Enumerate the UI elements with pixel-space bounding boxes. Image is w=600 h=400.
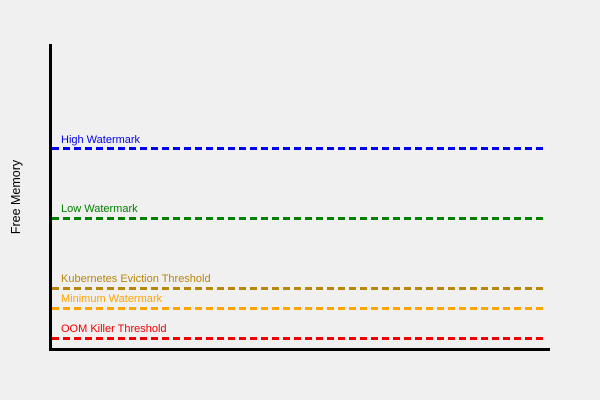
threshold-label-kubernetes-eviction-threshold: Kubernetes Eviction Threshold — [61, 273, 211, 286]
threshold-dashed-line-kubernetes-eviction-threshold — [52, 286, 545, 290]
x-axis-line — [49, 348, 550, 351]
threshold-dashed-line-oom-killer-threshold — [52, 336, 545, 340]
y-axis-line — [49, 44, 52, 351]
threshold-label-minimum-watermark: Minimum Watermark — [61, 293, 163, 306]
threshold-label-oom-killer-threshold: OOM Killer Threshold — [61, 323, 167, 336]
threshold-label-low-watermark: Low Watermark — [61, 203, 138, 216]
threshold-dashed-line-high-watermark — [52, 147, 545, 151]
threshold-dashed-line-minimum-watermark — [52, 306, 545, 310]
threshold-dashed-line-low-watermark — [52, 216, 545, 220]
threshold-label-high-watermark: High Watermark — [61, 133, 141, 146]
